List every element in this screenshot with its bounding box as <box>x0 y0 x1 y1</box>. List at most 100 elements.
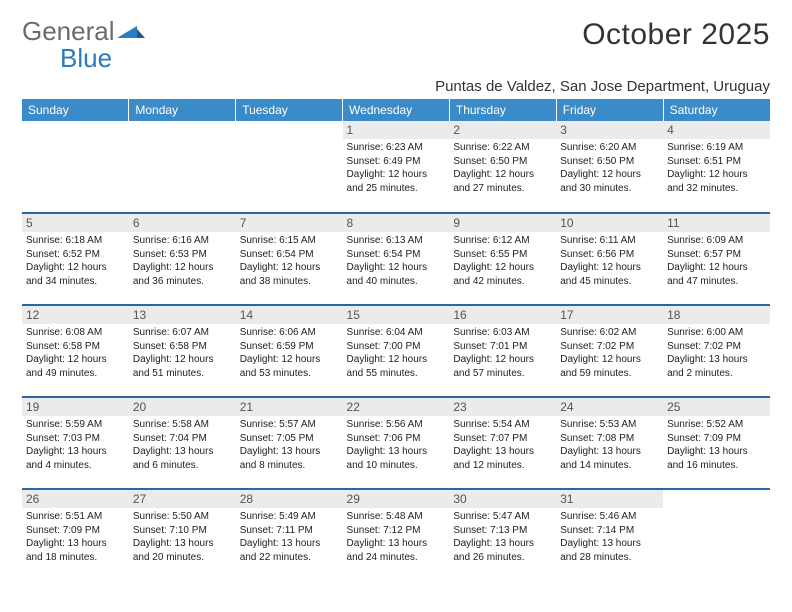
calendar-day-cell: 12Sunrise: 6:08 AMSunset: 6:58 PMDayligh… <box>22 305 129 397</box>
day-details: Sunrise: 6:19 AMSunset: 6:51 PMDaylight:… <box>667 141 766 195</box>
sunset-line: Sunset: 7:09 PM <box>667 432 766 446</box>
day-number: 4 <box>663 121 770 139</box>
day-number: 15 <box>343 306 450 324</box>
sunrise-line: Sunrise: 5:57 AM <box>240 418 339 432</box>
calendar-day-cell: 17Sunrise: 6:02 AMSunset: 7:02 PMDayligh… <box>556 305 663 397</box>
calendar-day-cell: 31Sunrise: 5:46 AMSunset: 7:14 PMDayligh… <box>556 489 663 581</box>
day-details: Sunrise: 6:03 AMSunset: 7:01 PMDaylight:… <box>453 326 552 380</box>
sunset-line: Sunset: 6:54 PM <box>347 248 446 262</box>
sunset-line: Sunset: 7:05 PM <box>240 432 339 446</box>
sunrise-line: Sunrise: 6:03 AM <box>453 326 552 340</box>
sunset-line: Sunset: 6:57 PM <box>667 248 766 262</box>
sunrise-line: Sunrise: 6:09 AM <box>667 234 766 248</box>
day-number: 11 <box>663 214 770 232</box>
daylight-line: Daylight: 13 hours and 16 minutes. <box>667 445 766 472</box>
logo-text-general: General <box>22 16 115 46</box>
day-details: Sunrise: 6:13 AMSunset: 6:54 PMDaylight:… <box>347 234 446 288</box>
day-number <box>129 121 236 139</box>
daylight-line: Daylight: 12 hours and 53 minutes. <box>240 353 339 380</box>
sunrise-line: Sunrise: 5:49 AM <box>240 510 339 524</box>
daylight-line: Daylight: 12 hours and 57 minutes. <box>453 353 552 380</box>
day-details: Sunrise: 6:12 AMSunset: 6:55 PMDaylight:… <box>453 234 552 288</box>
sunrise-line: Sunrise: 5:58 AM <box>133 418 232 432</box>
sunrise-line: Sunrise: 6:00 AM <box>667 326 766 340</box>
sunrise-line: Sunrise: 6:22 AM <box>453 141 552 155</box>
title-block: October 2025 <box>582 18 770 52</box>
sunset-line: Sunset: 7:11 PM <box>240 524 339 538</box>
header: General Blue October 2025 <box>22 18 770 72</box>
day-details: Sunrise: 5:58 AMSunset: 7:04 PMDaylight:… <box>133 418 232 472</box>
daylight-line: Daylight: 13 hours and 14 minutes. <box>560 445 659 472</box>
day-header: Saturday <box>663 99 770 121</box>
day-number: 13 <box>129 306 236 324</box>
day-number: 28 <box>236 490 343 508</box>
sunrise-line: Sunrise: 6:13 AM <box>347 234 446 248</box>
calendar-day-cell: 6Sunrise: 6:16 AMSunset: 6:53 PMDaylight… <box>129 213 236 305</box>
daylight-line: Daylight: 12 hours and 55 minutes. <box>347 353 446 380</box>
day-details: Sunrise: 5:53 AMSunset: 7:08 PMDaylight:… <box>560 418 659 472</box>
calendar-day-cell: 4 Sunrise: 6:19 AMSunset: 6:51 PMDaylight… <box>663 121 770 213</box>
sunrise-line: Sunrise: 6:08 AM <box>26 326 125 340</box>
calendar-day-cell: 9 Sunrise: 6:12 AMSunset: 6:55 PMDaylight… <box>449 213 556 305</box>
day-number: 16 <box>449 306 556 324</box>
sunset-line: Sunset: 6:53 PM <box>133 248 232 262</box>
day-number: 9 <box>449 214 556 232</box>
sunrise-line: Sunrise: 6:04 AM <box>347 326 446 340</box>
sunset-line: Sunset: 7:10 PM <box>133 524 232 538</box>
sunset-line: Sunset: 6:51 PM <box>667 155 766 169</box>
sunset-line: Sunset: 7:04 PM <box>133 432 232 446</box>
sunrise-line: Sunrise: 6:20 AM <box>560 141 659 155</box>
calendar-day-cell: 15Sunrise: 6:04 AMSunset: 7:00 PMDayligh… <box>343 305 450 397</box>
daylight-line: Daylight: 12 hours and 40 minutes. <box>347 261 446 288</box>
sunset-line: Sunset: 6:58 PM <box>133 340 232 354</box>
day-number: 1 <box>343 121 450 139</box>
daylight-line: Daylight: 13 hours and 10 minutes. <box>347 445 446 472</box>
sunset-line: Sunset: 6:59 PM <box>240 340 339 354</box>
daylight-line: Daylight: 12 hours and 51 minutes. <box>133 353 232 380</box>
calendar-day-cell: 7Sunrise: 6:15 AMSunset: 6:54 PMDaylight… <box>236 213 343 305</box>
daylight-line: Daylight: 12 hours and 49 minutes. <box>26 353 125 380</box>
day-details: Sunrise: 6:20 AMSunset: 6:50 PMDaylight:… <box>560 141 659 195</box>
sunrise-line: Sunrise: 6:16 AM <box>133 234 232 248</box>
day-details: Sunrise: 6:22 AMSunset: 6:50 PMDaylight:… <box>453 141 552 195</box>
calendar-day-cell: 19Sunrise: 5:59 AMSunset: 7:03 PMDayligh… <box>22 397 129 489</box>
calendar-day-cell: 24Sunrise: 5:53 AMSunset: 7:08 PMDayligh… <box>556 397 663 489</box>
sunrise-line: Sunrise: 6:06 AM <box>240 326 339 340</box>
day-details: Sunrise: 6:18 AMSunset: 6:52 PMDaylight:… <box>26 234 125 288</box>
sunrise-line: Sunrise: 5:52 AM <box>667 418 766 432</box>
sunrise-line: Sunrise: 5:54 AM <box>453 418 552 432</box>
daylight-line: Daylight: 12 hours and 32 minutes. <box>667 168 766 195</box>
day-number: 14 <box>236 306 343 324</box>
daylight-line: Daylight: 13 hours and 4 minutes. <box>26 445 125 472</box>
location-text: Puntas de Valdez, San Jose Department, U… <box>22 78 770 95</box>
day-details: Sunrise: 5:50 AMSunset: 7:10 PMDaylight:… <box>133 510 232 564</box>
day-details: Sunrise: 5:56 AMSunset: 7:06 PMDaylight:… <box>347 418 446 472</box>
day-header: Sunday <box>22 99 129 121</box>
calendar-day-cell: 20Sunrise: 5:58 AMSunset: 7:04 PMDayligh… <box>129 397 236 489</box>
sunset-line: Sunset: 6:52 PM <box>26 248 125 262</box>
day-details: Sunrise: 6:02 AMSunset: 7:02 PMDaylight:… <box>560 326 659 380</box>
day-number: 21 <box>236 398 343 416</box>
calendar-day-cell: 8Sunrise: 6:13 AMSunset: 6:54 PMDaylight… <box>343 213 450 305</box>
day-details: Sunrise: 5:48 AMSunset: 7:12 PMDaylight:… <box>347 510 446 564</box>
day-header: Monday <box>129 99 236 121</box>
daylight-line: Daylight: 12 hours and 34 minutes. <box>26 261 125 288</box>
sunrise-line: Sunrise: 5:59 AM <box>26 418 125 432</box>
daylight-line: Daylight: 13 hours and 12 minutes. <box>453 445 552 472</box>
day-details: Sunrise: 6:15 AMSunset: 6:54 PMDaylight:… <box>240 234 339 288</box>
day-header: Friday <box>556 99 663 121</box>
day-number <box>663 490 770 508</box>
sunset-line: Sunset: 6:49 PM <box>347 155 446 169</box>
daylight-line: Daylight: 12 hours and 59 minutes. <box>560 353 659 380</box>
calendar-day-cell <box>236 121 343 213</box>
calendar-body: 1 Sunrise: 6:23 AMSunset: 6:49 PM Daylight… <box>22 121 770 581</box>
sunset-line: Sunset: 7:01 PM <box>453 340 552 354</box>
day-details: Sunrise: 6:09 AMSunset: 6:57 PMDaylight:… <box>667 234 766 288</box>
day-details: Sunrise: 5:51 AMSunset: 7:09 PMDaylight:… <box>26 510 125 564</box>
calendar-day-cell: 16 Sunrise: 6:03 AMSunset: 7:01 PMDayligh… <box>449 305 556 397</box>
sunrise-line: Sunrise: 6:23 AM <box>347 141 446 155</box>
day-details: Sunrise: 6:07 AMSunset: 6:58 PMDaylight:… <box>133 326 232 380</box>
sunset-line: Sunset: 7:02 PM <box>560 340 659 354</box>
day-details: Sunrise: 6:08 AMSunset: 6:58 PMDaylight:… <box>26 326 125 380</box>
day-number: 25 <box>663 398 770 416</box>
